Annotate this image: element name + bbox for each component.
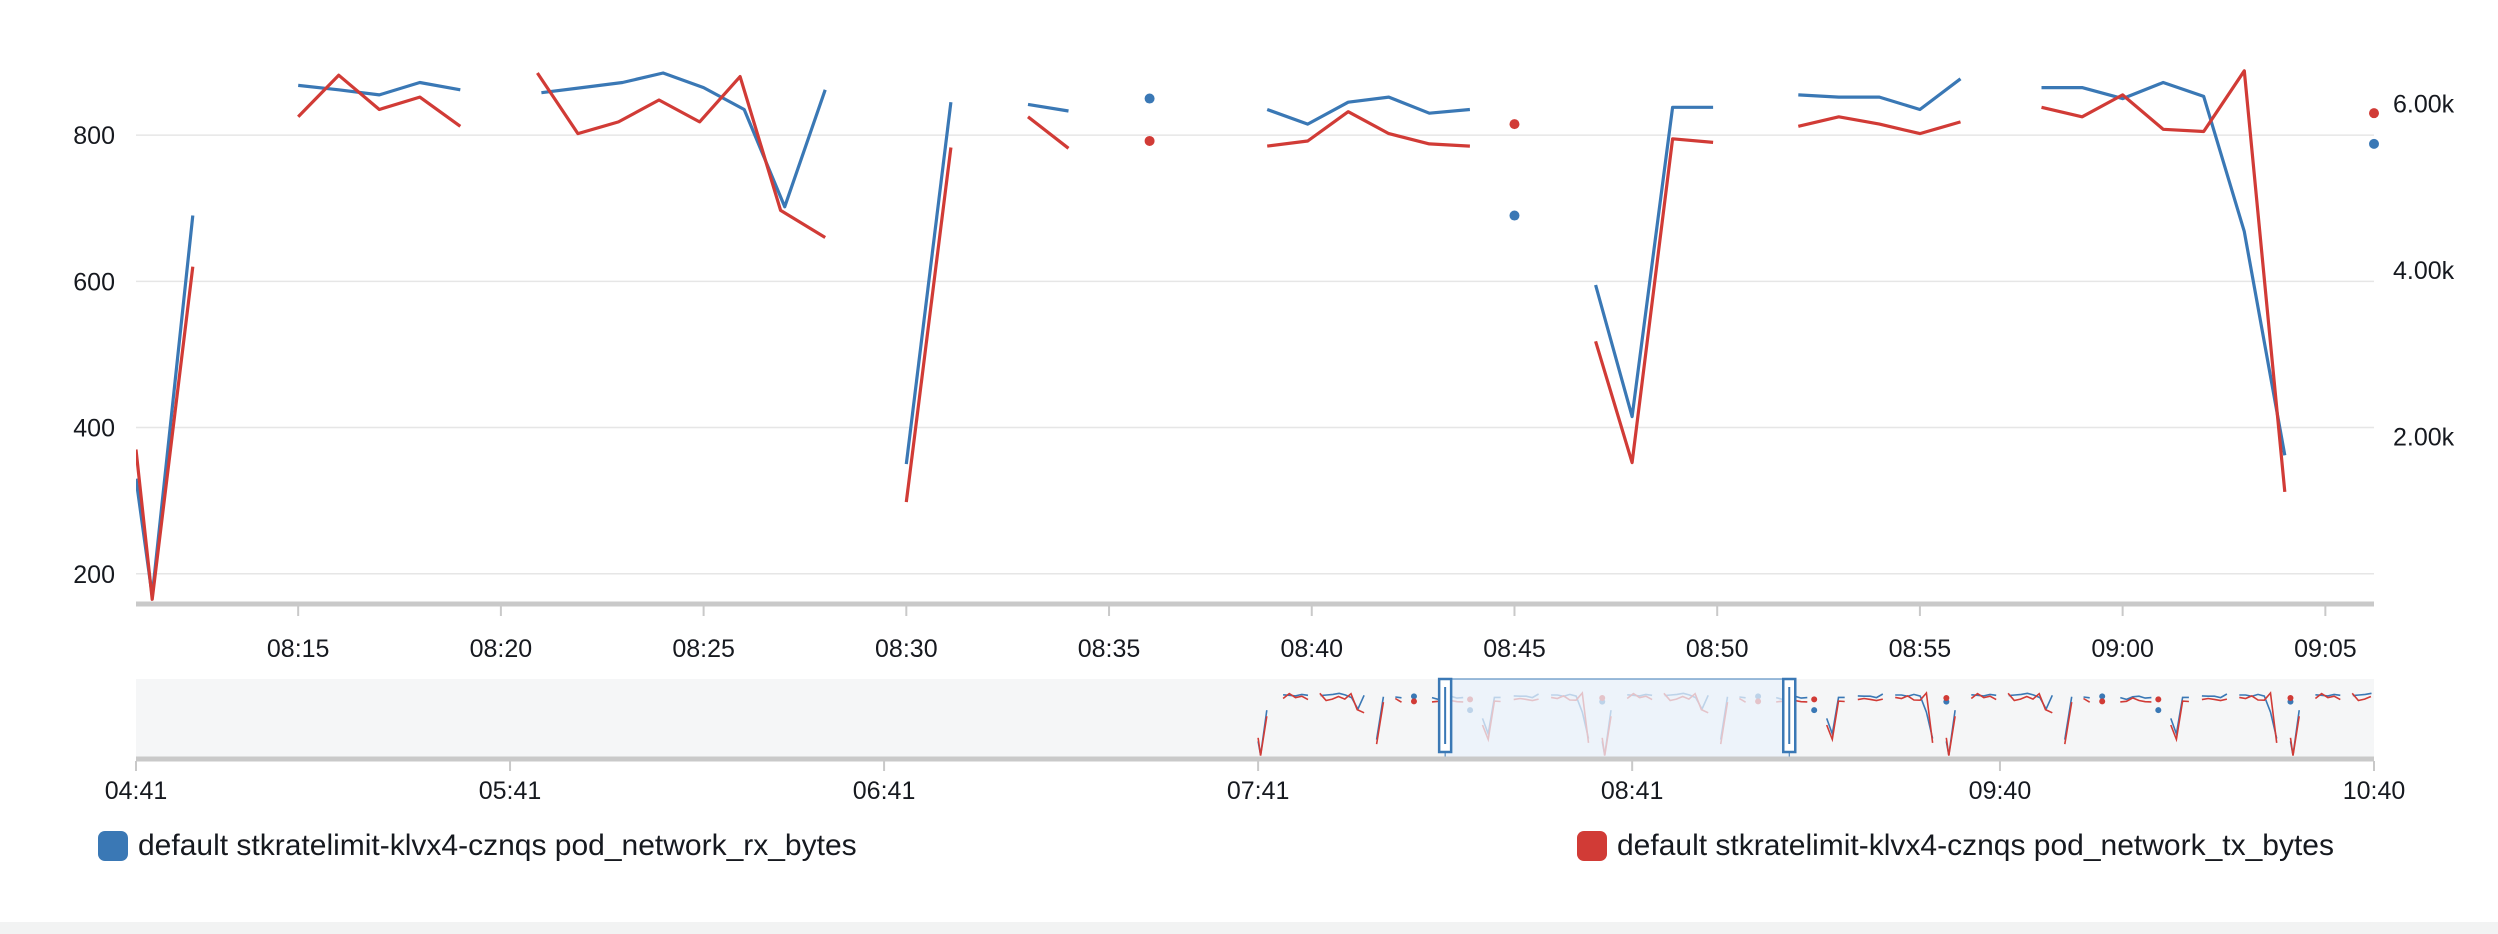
navigator-tick-label: 09:40 — [1969, 777, 2032, 805]
navigator-background — [136, 679, 2374, 758]
navigator-selection — [1444, 678, 1790, 759]
series-line-rx — [1027, 102, 1069, 113]
navigator-tick-label: 04:41 — [105, 777, 168, 805]
legend-label-rx: default stkratelimit-klvx4-cznqs pod_net… — [138, 829, 857, 862]
navigator-line-tx — [2120, 697, 2152, 703]
data-point-rx — [1144, 93, 1155, 104]
navigator-line-tx — [2083, 697, 2091, 703]
navigator-tick-label: 05:41 — [479, 777, 542, 805]
navigator-line-tx — [2351, 692, 2372, 702]
navigator-line-tx — [2170, 700, 2189, 743]
navigator-line-tx — [1857, 697, 1883, 702]
navigator-point-rx — [1811, 707, 1818, 714]
series-line-tx — [1594, 137, 1714, 465]
x-tick-label: 08:55 — [1889, 635, 1952, 663]
navigator-line-tx — [2064, 701, 2073, 745]
navigator-point-rx — [2099, 693, 2106, 700]
legend-swatch-tx — [1577, 831, 1607, 861]
navigator-line-rx — [2201, 693, 2228, 699]
navigator-point-tx — [1811, 696, 1818, 703]
x-tick-label: 08:20 — [470, 635, 533, 663]
series-line-tx — [297, 73, 462, 128]
navigator-tick-label: 06:41 — [853, 777, 916, 805]
series-line-tx — [1267, 110, 1470, 148]
navigator-tick-label: 07:41 — [1227, 777, 1290, 805]
y-left-tick-label: 200 — [73, 561, 115, 589]
series-line-rx — [904, 102, 953, 465]
data-point-tx — [1144, 135, 1155, 146]
navigator-line-tx — [1319, 692, 1365, 714]
series-line-tx — [904, 147, 953, 503]
series-line-rx — [2041, 80, 2287, 456]
series-rx — [136, 71, 2379, 598]
navigator-line-rx — [1895, 693, 1934, 739]
navigator-point-tx — [2099, 698, 2106, 705]
data-point-tx — [1509, 119, 1520, 130]
navigator-line-tx — [1394, 697, 1402, 703]
x-tick-label: 08:30 — [875, 635, 938, 663]
data-point-tx — [2369, 108, 2379, 119]
y-right-tick-label: 4.00k — [2393, 257, 2455, 285]
legend-item-tx[interactable]: default stkratelimit-klvx4-cznqs pod_net… — [1577, 826, 2334, 866]
navigator-point-tx — [1943, 695, 1950, 702]
series-line-tx — [2041, 69, 2287, 493]
y-left-tick-label: 800 — [73, 122, 115, 150]
navigator-line-tx — [1970, 692, 1997, 701]
navigator-line-tx — [1945, 716, 1956, 756]
x-tick-label: 08:25 — [672, 635, 735, 663]
x-tick-label: 08:15 — [267, 635, 330, 663]
navigator-line-tx — [2239, 691, 2278, 743]
y-right-tick-label: 6.00k — [2393, 91, 2455, 119]
navigator-line-tx — [2201, 697, 2228, 702]
y-right-tick-label: 2.00k — [2393, 424, 2455, 452]
navigator-line-tx — [1895, 691, 1934, 743]
navigator-line-tx — [2289, 716, 2300, 756]
series-line-tx — [1797, 115, 1961, 136]
navigator-line-tx — [2314, 692, 2341, 701]
series-line-tx — [1027, 115, 1070, 150]
series-line-tx — [136, 266, 195, 601]
series-line-rx — [541, 71, 827, 209]
navigator-line-tx — [1257, 716, 1268, 756]
series-line-tx — [536, 72, 827, 239]
series-line-rx — [1594, 105, 1714, 419]
navigator-line-tx — [1375, 701, 1385, 745]
navigator-line-rx — [2120, 695, 2152, 701]
series-line-rx — [1798, 77, 1962, 112]
navigator-point-rx — [2155, 707, 2162, 714]
data-point-rx — [1509, 210, 1520, 221]
x-tick-label: 08:40 — [1280, 635, 1343, 663]
series-line-rx — [1266, 95, 1471, 126]
navigator-line-rx — [2352, 692, 2372, 697]
legend-label-tx: default stkratelimit-klvx4-cznqs pod_net… — [1617, 829, 2334, 862]
x-tick-label: 08:50 — [1686, 635, 1749, 663]
x-tick-label: 09:00 — [2091, 635, 2154, 663]
x-tick-label: 08:35 — [1078, 635, 1141, 663]
navigator-line-rx — [2239, 693, 2278, 739]
x-tick-label: 08:45 — [1483, 635, 1546, 663]
legend-item-rx[interactable]: default stkratelimit-klvx4-cznqs pod_net… — [98, 826, 857, 866]
navigator-tick-label: 10:40 — [2343, 777, 2406, 805]
data-point-rx — [2369, 138, 2379, 149]
navigator-point-tx — [2287, 695, 2294, 702]
navigator-line-rx — [1857, 693, 1884, 699]
series-tx — [136, 69, 2379, 601]
y-left-tick-label: 600 — [73, 268, 115, 296]
navigator-line-tx — [1825, 700, 1845, 743]
navigator-line-tx — [2007, 692, 2053, 714]
navigator-line-rx — [1395, 696, 1402, 699]
navigator-line-tx — [1282, 692, 1309, 701]
navigator-tick-label: 08:41 — [1601, 777, 1664, 805]
y-left-tick-label: 400 — [73, 415, 115, 443]
legend-swatch-rx — [98, 831, 128, 861]
navigator-point-tx — [1410, 698, 1417, 705]
navigator-point-tx — [2155, 696, 2162, 703]
navigator-point-rx — [1410, 693, 1417, 700]
x-tick-label: 09:05 — [2294, 635, 2357, 663]
navigator-line-rx — [2083, 696, 2090, 699]
